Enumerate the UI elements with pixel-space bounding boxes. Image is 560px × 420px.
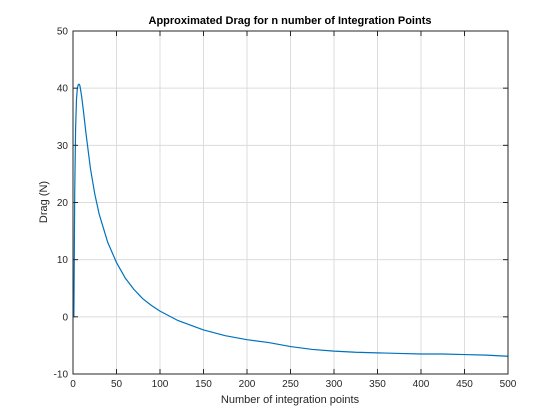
x-tick-label: 350 (369, 379, 386, 390)
x-tick-label: 50 (111, 379, 123, 390)
x-tick-label: 250 (282, 379, 299, 390)
y-tick-label: -10 (54, 370, 69, 381)
x-tick-label: 300 (326, 379, 343, 390)
x-tick-label: 200 (239, 379, 256, 390)
y-tick-label: 0 (62, 312, 68, 323)
x-tick-label: 100 (152, 379, 169, 390)
y-tick-label: 50 (57, 27, 69, 38)
y-tick-label: 10 (57, 255, 69, 266)
x-axis-ticks: 0 50 100 150 200 250 300 350 400 450 500 (70, 31, 517, 390)
y-axis-label: Drag (N) (38, 181, 50, 223)
x-tick-label: 450 (456, 379, 473, 390)
x-axis-label: Number of integration points (221, 394, 360, 406)
x-tick-label: 400 (413, 379, 430, 390)
y-axis-ticks: -10 0 10 20 30 40 50 (54, 27, 508, 381)
x-tick-label: 150 (195, 379, 212, 390)
x-tick-label: 500 (500, 379, 517, 390)
series-line (73, 83, 509, 357)
x-tick-label: 0 (70, 379, 76, 390)
y-tick-label: 40 (57, 84, 69, 95)
series-layer (73, 83, 509, 357)
chart-title: Approximated Drag for n number of Integr… (149, 15, 432, 27)
y-tick-label: 30 (57, 141, 69, 152)
y-tick-label: 20 (57, 198, 69, 209)
